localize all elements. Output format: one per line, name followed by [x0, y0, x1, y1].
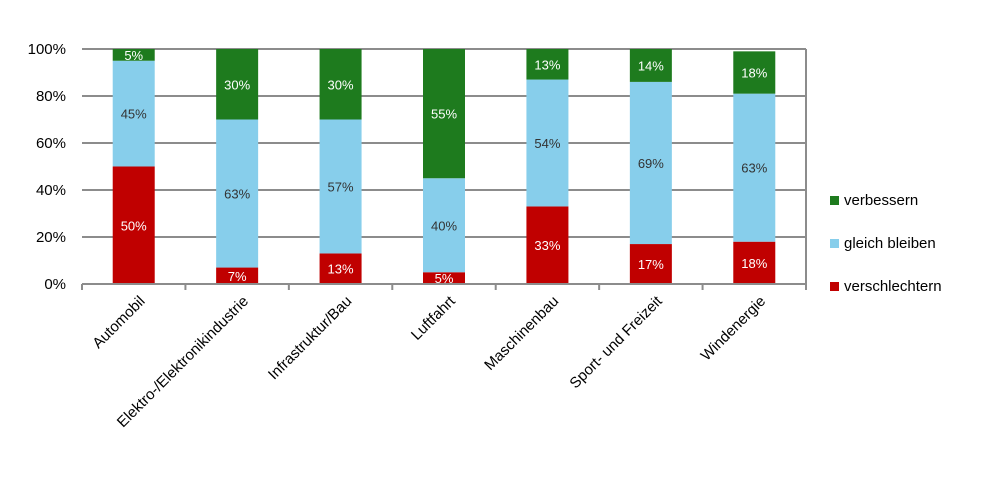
bar-verbessern [423, 49, 465, 179]
bar-verbessern [629, 49, 672, 82]
y-tick-label: 80% [36, 88, 66, 105]
x-tick-label: Sport- und Freizeit [566, 292, 666, 392]
bar-verbessern [733, 51, 776, 94]
data-label: 17% [638, 257, 664, 272]
legend-label-gleich-bleiben: gleich bleiben [844, 235, 936, 252]
bar-gleich-bleiben [733, 93, 776, 242]
bar-gleich-bleiben [216, 119, 259, 268]
data-label: 50% [121, 218, 147, 233]
bars: 50% 45% 5% 7% 63% 30% 13% 57% 30% 5% 40% 55% 33% 54% 1… [112, 48, 776, 286]
x-tick-label: Windenergie [698, 293, 770, 365]
bar-verbessern [216, 49, 259, 120]
data-label: 63% [741, 161, 767, 176]
bar-verbessern [526, 49, 569, 80]
legend-label-verschlechtern: verschlechtern [844, 278, 942, 295]
bar-verschlechtern [629, 244, 672, 284]
x-tick-label: Maschinenbau [481, 293, 562, 374]
bar-gleich-bleiben [423, 178, 465, 273]
legend-item-verschlechtern: verschlechtern [830, 276, 942, 297]
legend-swatch-gleich-bleiben [830, 239, 839, 248]
bar-verschlechtern [423, 272, 465, 284]
x-tick-label: Automobil [89, 293, 148, 352]
y-tick-label: 0% [44, 276, 66, 293]
bar-verbessern [319, 49, 362, 120]
legend-swatch-verbessern [830, 196, 839, 205]
legend-swatch-verschlechtern [830, 282, 839, 291]
data-label: 33% [534, 238, 560, 253]
data-label: 13% [534, 57, 560, 72]
data-label: 5% [435, 271, 454, 286]
bar-gleich-bleiben [319, 119, 362, 254]
data-label: 7% [228, 269, 247, 284]
data-label: 54% [534, 136, 560, 151]
bar-verschlechtern [733, 241, 776, 284]
x-tick-label: Infrastruktur/Bau [265, 293, 355, 383]
data-label: 40% [431, 218, 457, 233]
data-label: 30% [224, 77, 250, 92]
bar-verschlechtern [112, 166, 155, 284]
data-label: 63% [224, 187, 250, 202]
y-tick-label: 100% [28, 41, 66, 58]
y-tick-label: 20% [36, 229, 66, 246]
legend-item-gleich-bleiben: gleich bleiben [830, 233, 942, 254]
data-label: 57% [328, 179, 354, 194]
bar-verschlechtern [216, 267, 259, 284]
data-label: 5% [124, 48, 143, 63]
bar-verschlechtern [319, 253, 362, 284]
y-axis: 0% 20% 40% 60% 80% 100% [28, 41, 66, 293]
legend: verbessern gleich bleiben verschlechtern [830, 190, 942, 319]
bar-gleich-bleiben [112, 60, 155, 167]
data-label: 69% [638, 156, 664, 171]
bar-verbessern [112, 49, 155, 61]
bar-gleich-bleiben [629, 81, 672, 245]
bar-verschlechtern [526, 206, 569, 284]
data-label: 18% [741, 256, 767, 271]
data-label: 14% [638, 58, 664, 73]
legend-label-verbessern: verbessern [844, 192, 919, 209]
y-tick-label: 60% [36, 135, 66, 152]
y-tick-label: 40% [36, 182, 66, 199]
data-label: 30% [328, 77, 354, 92]
x-tick-label: Luftfahrt [408, 292, 460, 344]
data-label: 45% [121, 107, 147, 122]
data-label: 18% [741, 66, 767, 81]
data-label: 13% [328, 262, 354, 277]
bar-gleich-bleiben [526, 79, 569, 207]
legend-item-verbessern: verbessern [830, 190, 942, 211]
data-label: 55% [431, 107, 457, 122]
